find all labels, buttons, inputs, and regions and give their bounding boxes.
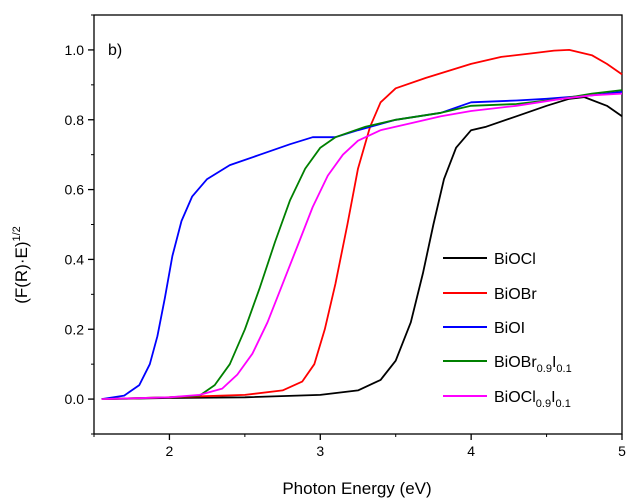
legend-label-base: BiOCl [494, 251, 536, 268]
x-axis-title: Photon Energy (eV) [282, 479, 431, 498]
legend-label: BiOCl0.9I0.1 [494, 389, 571, 410]
y-tick-label: 0.6 [65, 182, 85, 198]
legend-label: BiOI [494, 320, 525, 337]
series-line [101, 96, 623, 400]
series-line [101, 89, 623, 400]
x-tick-label: 2 [166, 443, 174, 459]
legend-label: BiOCl [494, 251, 536, 268]
legend-label-subscript: 0.9 [536, 398, 551, 410]
y-axis-title: (F(R)·E)1/2 [11, 226, 31, 304]
legend-label-subscript: 0.1 [556, 363, 571, 375]
legend-label-base: BiOBr [494, 354, 537, 371]
y-axis-title-main: (F(R)·E) [12, 241, 31, 303]
legend-label-base: BiOBr [494, 286, 537, 303]
y-tick-label: 0.0 [65, 391, 85, 407]
legend-label: BiOBr0.9I0.1 [494, 354, 572, 375]
x-tick-label: 5 [618, 443, 626, 459]
series-line [101, 49, 623, 400]
legend-label: BiOBr [494, 286, 537, 303]
series-line [101, 90, 623, 400]
y-tick-label: 0.4 [65, 251, 85, 267]
y-tick-label: 1.0 [65, 42, 85, 58]
legend-label-subscript: 0.9 [537, 363, 552, 375]
panel-label: b) [108, 42, 122, 59]
legend-label-base: BiOI [494, 320, 525, 337]
y-axis-title-sup: 1/2 [11, 226, 23, 241]
legend-label-subscript: 0.1 [556, 398, 571, 410]
y-tick-label: 0.2 [65, 321, 85, 337]
x-tick-label: 4 [467, 443, 475, 459]
legend-label-element: I [552, 354, 556, 371]
y-tick-label: 0.8 [65, 112, 85, 128]
x-tick-label: 3 [316, 443, 324, 459]
legend-label-element: I [551, 389, 555, 406]
series-group [101, 49, 623, 400]
series-line [101, 92, 623, 400]
legend-label-base: BiOCl [494, 389, 536, 406]
axes: 2 3 4 5 0.0 0.2 0.4 0.6 0.8 1.0 [65, 14, 626, 459]
